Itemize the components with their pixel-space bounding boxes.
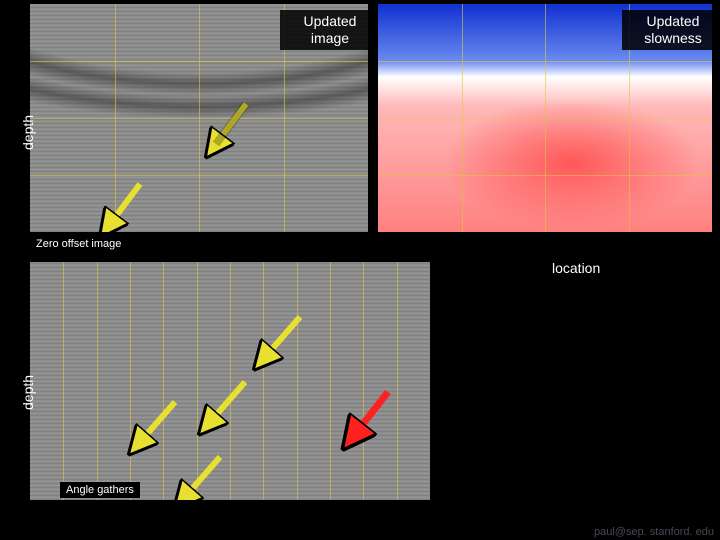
panel-updated-image: Updated image — [30, 4, 368, 232]
arrow-icon — [30, 262, 430, 500]
label-zero-offset: Zero offset image — [30, 236, 127, 252]
panel-angle-gathers — [30, 262, 430, 500]
label-updated-image: Updated image — [280, 10, 380, 50]
label-updated-slowness: Updated slowness — [622, 10, 720, 50]
label-angle-gathers: Angle gathers — [60, 482, 140, 498]
panel-updated-slowness: Updated slowness — [378, 4, 712, 232]
axis-location: location — [552, 260, 600, 276]
axis-depth-bottom: depth — [20, 375, 36, 410]
footer-email: paul@sep. stanford. edu — [594, 526, 714, 538]
axis-depth-top: depth — [20, 115, 36, 150]
grid-angle-gathers — [30, 262, 430, 500]
